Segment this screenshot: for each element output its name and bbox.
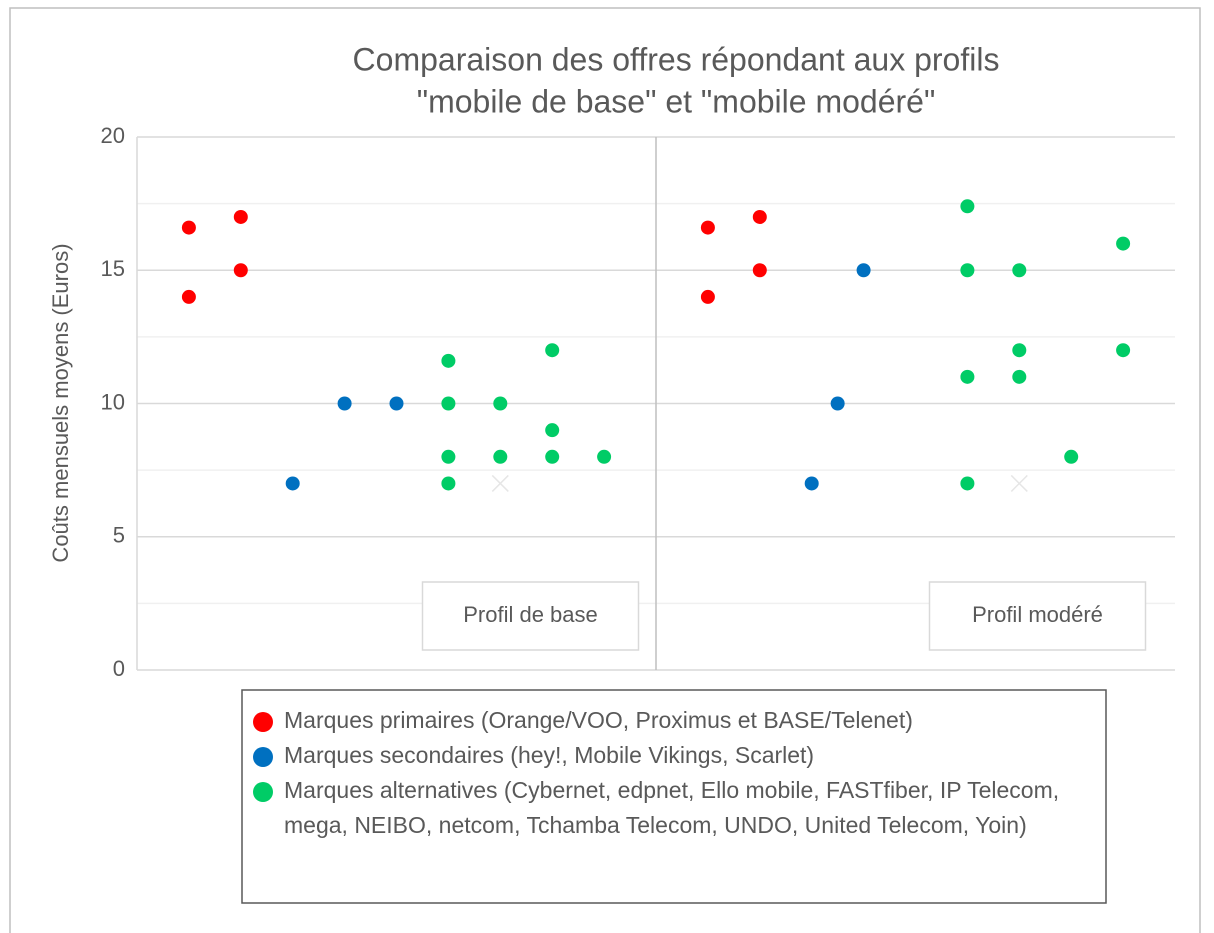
point — [545, 449, 560, 464]
legend-box — [241, 689, 1107, 904]
point — [493, 449, 508, 464]
y-tick-label: 5 — [113, 523, 125, 548]
y-tick-label: 10 — [101, 389, 125, 414]
y-axis-label: Coûts mensuels moyens (Euros) — [48, 243, 73, 562]
point — [1012, 263, 1027, 278]
point — [1010, 474, 1028, 492]
y-tick-label: 20 — [101, 123, 125, 148]
point — [804, 476, 819, 491]
y-tick-label: 0 — [113, 656, 125, 681]
point — [1116, 343, 1131, 358]
chart-title: "mobile de base" et "mobile modéré" — [417, 83, 936, 119]
point — [337, 396, 352, 411]
legend-line: Marques primaires (Orange/VOO, Proximus … — [284, 707, 913, 733]
legend-label: Marques secondaires (hey!, Mobile Viking… — [284, 742, 814, 768]
legend-line: Marques secondaires (hey!, Mobile Viking… — [284, 742, 814, 768]
point — [1012, 369, 1027, 384]
point — [285, 476, 300, 491]
point — [545, 423, 560, 438]
point — [545, 343, 560, 358]
point — [441, 449, 456, 464]
point — [233, 263, 248, 278]
y-tick-label: 15 — [101, 256, 125, 281]
point — [960, 199, 975, 214]
legend-marker — [253, 782, 273, 802]
point — [960, 476, 975, 491]
point — [233, 209, 248, 224]
annotation-box — [928, 581, 1147, 651]
chart-border — [9, 7, 1201, 933]
chart-title: Comparaison des offres répondant aux pro… — [353, 41, 1000, 77]
point — [181, 220, 196, 235]
point — [1064, 449, 1079, 464]
point — [700, 220, 715, 235]
point — [856, 263, 871, 278]
annotation-box — [421, 581, 640, 651]
point — [700, 289, 715, 304]
point — [960, 369, 975, 384]
point — [441, 396, 456, 411]
point — [1012, 343, 1027, 358]
point — [389, 396, 404, 411]
legend-marker — [253, 747, 273, 767]
legend-line: mega, NEIBO, netcom, Tchamba Telecom, UN… — [284, 812, 1027, 838]
legend-marker — [253, 712, 273, 732]
annotation: Profil de base — [463, 602, 598, 627]
point — [491, 474, 509, 492]
point — [830, 396, 845, 411]
point — [1116, 236, 1131, 251]
point — [181, 289, 196, 304]
point — [752, 209, 767, 224]
point — [752, 263, 767, 278]
point — [960, 263, 975, 278]
annotation: Profil modéré — [972, 602, 1103, 627]
point — [493, 396, 508, 411]
point — [441, 353, 456, 368]
legend-label: Marques alternatives (Cybernet, edpnet, … — [284, 777, 1059, 838]
legend-label: Marques primaires (Orange/VOO, Proximus … — [284, 707, 913, 733]
point — [441, 476, 456, 491]
legend-line: Marques alternatives (Cybernet, edpnet, … — [284, 777, 1059, 803]
point — [597, 449, 612, 464]
